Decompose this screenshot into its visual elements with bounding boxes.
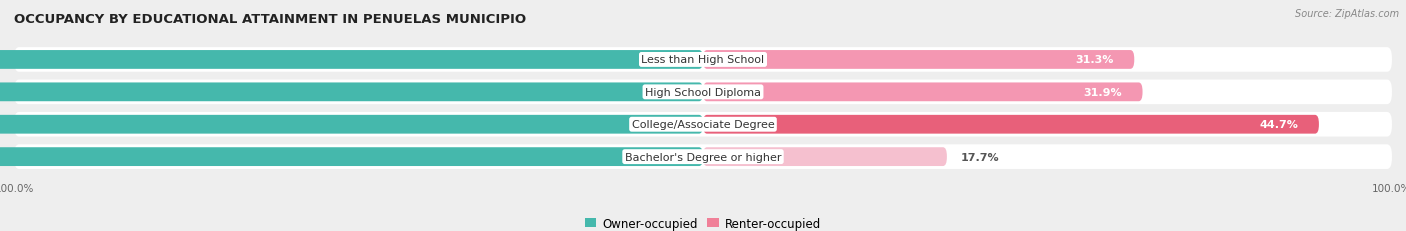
Text: Bachelor's Degree or higher: Bachelor's Degree or higher <box>624 152 782 162</box>
FancyBboxPatch shape <box>703 148 946 166</box>
FancyBboxPatch shape <box>703 51 1135 70</box>
FancyBboxPatch shape <box>0 83 703 102</box>
FancyBboxPatch shape <box>0 148 703 166</box>
FancyBboxPatch shape <box>14 112 1392 137</box>
Text: 17.7%: 17.7% <box>960 152 1000 162</box>
Text: 31.3%: 31.3% <box>1076 55 1114 65</box>
Text: 44.7%: 44.7% <box>1260 120 1298 130</box>
Legend: Owner-occupied, Renter-occupied: Owner-occupied, Renter-occupied <box>579 212 827 231</box>
Text: High School Diploma: High School Diploma <box>645 88 761 97</box>
Text: OCCUPANCY BY EDUCATIONAL ATTAINMENT IN PENUELAS MUNICIPIO: OCCUPANCY BY EDUCATIONAL ATTAINMENT IN P… <box>14 12 526 25</box>
Text: Source: ZipAtlas.com: Source: ZipAtlas.com <box>1295 9 1399 19</box>
FancyBboxPatch shape <box>703 83 1143 102</box>
Text: Less than High School: Less than High School <box>641 55 765 65</box>
FancyBboxPatch shape <box>14 80 1392 105</box>
FancyBboxPatch shape <box>14 48 1392 73</box>
FancyBboxPatch shape <box>0 51 703 70</box>
FancyBboxPatch shape <box>0 115 703 134</box>
Text: College/Associate Degree: College/Associate Degree <box>631 120 775 130</box>
FancyBboxPatch shape <box>703 115 1319 134</box>
FancyBboxPatch shape <box>14 145 1392 169</box>
Text: 31.9%: 31.9% <box>1083 88 1122 97</box>
